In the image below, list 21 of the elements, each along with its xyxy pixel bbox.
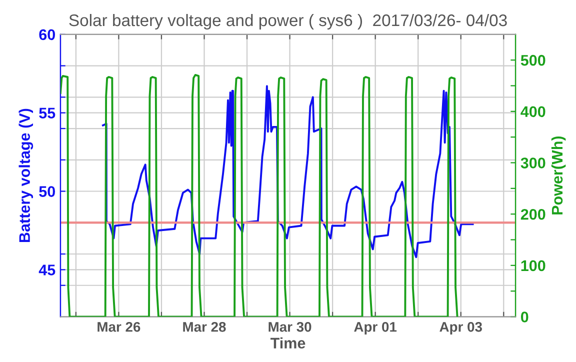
y-tick-label: 45 [38,264,56,276]
x-axis-title: Time [270,337,306,349]
line-series [102,85,474,258]
y2-tick-label: 300 [520,158,546,168]
y2-tick-label: 0 [520,312,528,322]
y-tick-label: 50 [39,186,55,197]
y2-tick-label: 500 [520,54,546,66]
y2-tick-label: 200 [520,208,546,220]
x-tick-label: Apr 03 [440,322,482,335]
y-tick-label: 60 [39,29,55,40]
y-axis-title: Battery voltage (V) [18,108,34,242]
y2-tick-label: 100 [521,260,546,272]
x-tick-label: Mar 28 [183,322,226,332]
y-tick-label: 55 [39,108,56,119]
chart-title: Solar battery voltage and power ( sys6 ) 2017/03/26- 04/03 [69,14,507,30]
x-tick-label: Apr 01 [354,322,397,335]
y2-axis-title: Power(Wh) [551,136,566,214]
x-tick-label: Mar 26 [98,322,140,332]
x-tick-label: Mar 30 [268,322,312,332]
y2-tick-label: 400 [520,106,546,118]
line-series [60,74,458,317]
